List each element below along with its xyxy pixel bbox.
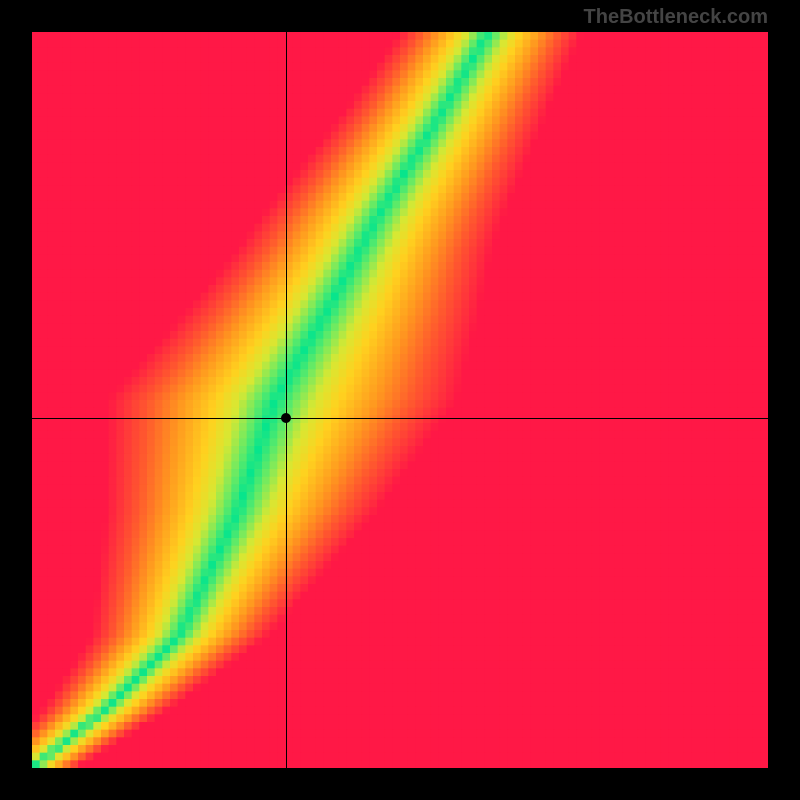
crosshair-marker (281, 413, 291, 423)
heatmap-canvas (32, 32, 768, 768)
crosshair-vertical (286, 32, 287, 768)
watermark-text: TheBottleneck.com (584, 6, 768, 29)
crosshair-horizontal (32, 418, 768, 419)
plot-area (32, 32, 768, 768)
